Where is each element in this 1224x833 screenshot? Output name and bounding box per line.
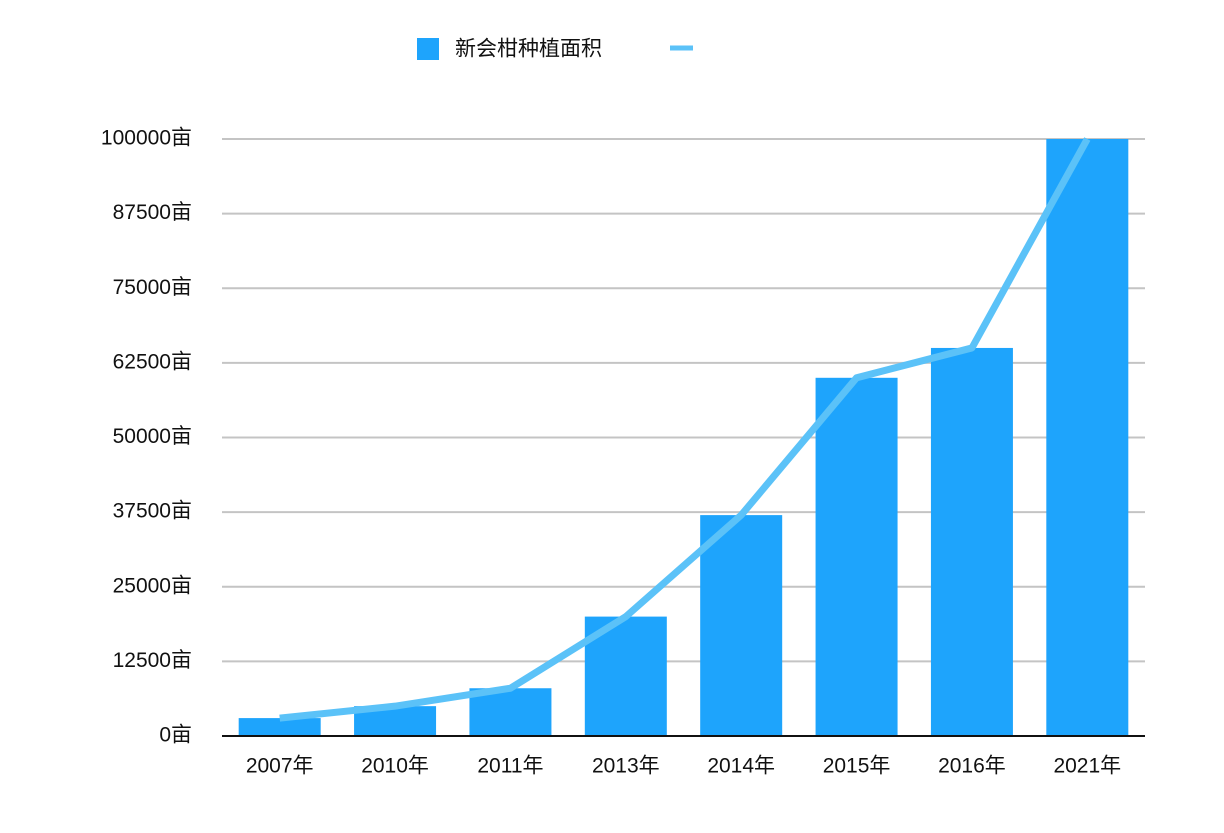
- y-tick-label: 0亩: [159, 724, 192, 747]
- bar: [469, 688, 552, 736]
- bar: [1046, 139, 1129, 736]
- y-tick-label: 75000亩: [113, 276, 192, 299]
- y-tick-label: 87500亩: [113, 201, 192, 224]
- bar: [700, 515, 783, 736]
- bar: [930, 347, 1013, 736]
- y-tick-label: 50000亩: [113, 425, 192, 448]
- bar: [815, 377, 898, 736]
- y-tick-label: 12500亩: [113, 649, 192, 672]
- legend-label: 新会柑种植面积: [455, 38, 602, 61]
- y-tick-label: 25000亩: [113, 574, 192, 597]
- x-tick-label: 2014年: [707, 755, 775, 778]
- x-tick-label: 2021年: [1053, 755, 1121, 778]
- x-tick-label: 2007年: [246, 755, 314, 778]
- x-tick-label: 2015年: [823, 755, 891, 778]
- x-tick-label: 2010年: [361, 755, 429, 778]
- y-tick-label: 37500亩: [113, 500, 192, 523]
- x-tick-label: 2013年: [592, 755, 660, 778]
- y-tick-label: 62500亩: [113, 350, 192, 373]
- bar: [238, 718, 321, 736]
- x-tick-label: 2016年: [938, 755, 1006, 778]
- line: [279, 137, 1091, 722]
- x-tick-label: 2011年: [477, 755, 543, 778]
- y-tick-label: 100000亩: [101, 127, 192, 150]
- legend-swatch: [417, 38, 439, 60]
